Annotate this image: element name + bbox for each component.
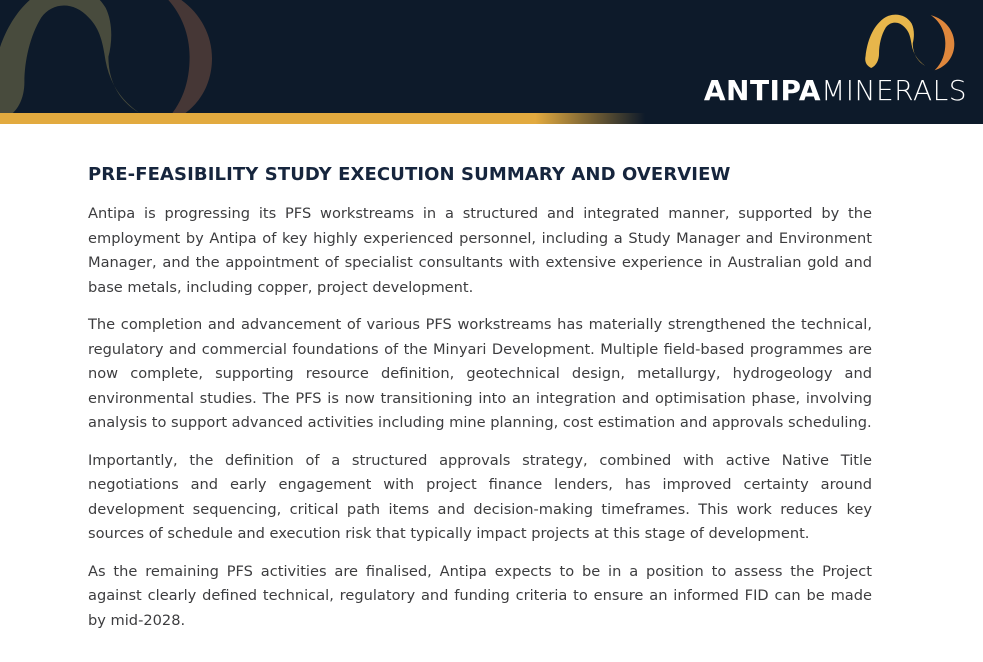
brand-name-minerals: MINERALS xyxy=(821,74,967,107)
brand-name-antipa: ANTIPA xyxy=(703,74,822,107)
antipa-logo-mark-icon xyxy=(865,14,955,71)
paragraph-2: The completion and advancement of variou… xyxy=(88,316,872,431)
page-header: ANTIPAMINERALS xyxy=(0,0,983,124)
antipa-watermark-icon xyxy=(0,0,213,124)
brand-logo: ANTIPAMINERALS xyxy=(704,0,967,113)
paragraph-3: Importantly, the definition of a structu… xyxy=(88,451,872,543)
brand-wordmark: ANTIPAMINERALS xyxy=(704,77,967,105)
paragraph-4: As the remaining PFS activities are fina… xyxy=(88,562,872,629)
page-title: PRE-FEASIBILITY STUDY EXECUTION SUMMARY … xyxy=(88,164,731,185)
gold-accent-stripe xyxy=(0,113,645,124)
paragraph-1: Antipa is progressing its PFS workstream… xyxy=(88,205,872,296)
document-body: PRE-FEASIBILITY STUDY EXECUTION SUMMARY … xyxy=(0,124,983,633)
